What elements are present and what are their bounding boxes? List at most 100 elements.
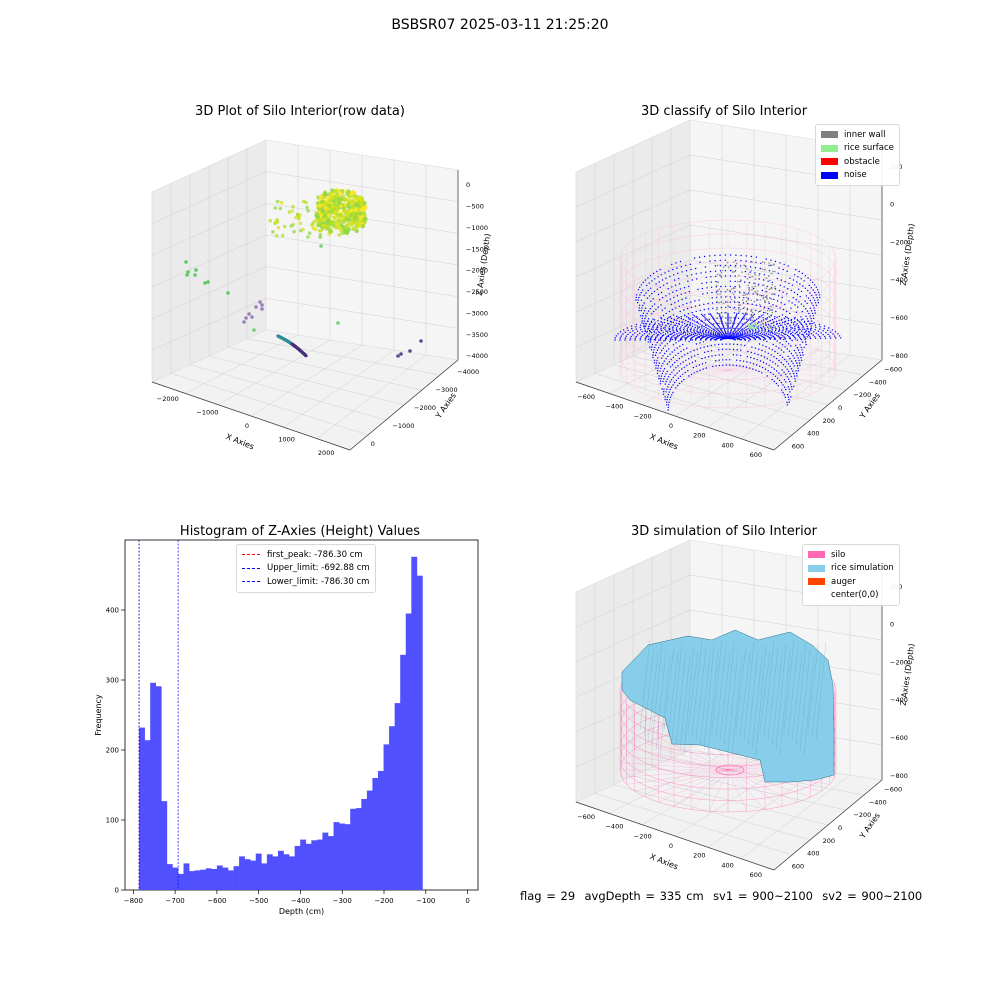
data-point	[328, 209, 332, 214]
inner-wall-point	[726, 301, 729, 303]
noise-point	[809, 292, 811, 294]
noise-point	[796, 347, 798, 349]
inner-wall-point	[771, 287, 773, 290]
noise-point	[783, 371, 785, 373]
noise-point	[763, 332, 765, 334]
surface-mesh-line	[675, 648, 687, 746]
noise-point	[669, 373, 671, 376]
silo-spoke	[727, 334, 766, 371]
noise-point	[754, 320, 756, 322]
noise-point	[812, 304, 814, 307]
histogram-bar	[194, 870, 201, 890]
inner-wall-point	[754, 282, 756, 285]
noise-point	[784, 323, 786, 326]
noise-point	[764, 301, 766, 303]
noise-point	[714, 335, 716, 337]
noise-point	[703, 328, 705, 330]
noise-point	[690, 373, 693, 376]
data-point	[274, 220, 278, 224]
noise-point	[765, 258, 767, 260]
noise-point	[715, 275, 717, 278]
noise-point	[773, 324, 775, 326]
noise-point	[801, 324, 804, 326]
noise-point	[725, 327, 727, 330]
noise-point	[804, 300, 806, 302]
noise-point	[675, 327, 678, 329]
noise-point	[787, 393, 789, 396]
noise-point	[699, 328, 702, 331]
noise-point	[721, 354, 724, 356]
noise-point	[814, 291, 816, 294]
data-point	[339, 213, 344, 218]
inner-wall-point	[764, 311, 767, 314]
noise-point	[709, 255, 711, 257]
inner-wall-point	[750, 308, 753, 311]
noise-point	[798, 270, 800, 273]
noise-point	[670, 303, 673, 306]
noise-point	[700, 272, 702, 274]
inner-wall-point	[746, 277, 749, 280]
x-tick-label: −600	[577, 813, 595, 821]
noise-point	[767, 323, 770, 326]
noise-point	[678, 334, 681, 336]
noise-point	[664, 339, 667, 341]
inner-wall-point	[718, 288, 721, 291]
data-point	[301, 199, 306, 204]
noise-point	[713, 333, 715, 336]
data-point	[351, 220, 356, 225]
noise-point	[630, 325, 633, 327]
noise-point	[676, 329, 678, 332]
inner-wall-point	[738, 323, 740, 325]
noise-point	[767, 370, 769, 372]
noise-point	[800, 359, 803, 361]
y-tick-label: 200	[106, 747, 119, 755]
noise-point	[671, 371, 673, 373]
noise-point	[671, 351, 673, 353]
inner-wall-point	[762, 326, 765, 329]
inner-wall-point	[744, 294, 746, 296]
noise-point	[807, 297, 810, 299]
noise-point	[660, 304, 662, 306]
noise-point	[722, 334, 724, 336]
noise-point	[637, 289, 640, 291]
histogram-bar	[294, 845, 301, 890]
noise-point	[667, 406, 669, 409]
noise-point	[682, 332, 684, 335]
noise-point	[763, 311, 765, 314]
noise-point	[682, 373, 684, 375]
noise-point	[794, 380, 797, 382]
noise-point	[762, 339, 765, 341]
noise-point	[669, 331, 671, 333]
noise-point	[783, 303, 786, 306]
silo-spoke	[645, 345, 729, 371]
surface-mesh-line	[655, 649, 667, 751]
noise-point	[769, 359, 771, 361]
noise-point	[758, 330, 760, 333]
noise-point	[653, 303, 656, 305]
noise-point	[649, 346, 651, 348]
noise-point	[777, 385, 779, 387]
noise-point	[813, 317, 815, 320]
inner-wall-point	[733, 300, 736, 302]
noise-point	[810, 325, 812, 327]
noise-point	[813, 322, 815, 324]
inner-wall-point	[774, 285, 776, 288]
noise-point	[750, 314, 752, 316]
noise-point	[654, 278, 656, 280]
noise-point	[675, 367, 677, 369]
noise-point	[788, 378, 790, 380]
inner-wall-point	[729, 316, 731, 319]
noise-point	[719, 264, 722, 267]
noise-point	[706, 292, 708, 294]
silo-spoke	[634, 748, 729, 771]
noise-point	[667, 386, 669, 388]
legend-swatch	[821, 171, 838, 179]
noise-point	[670, 379, 673, 381]
noise-point	[780, 349, 783, 351]
inner-wall-point	[716, 273, 719, 276]
noise-point	[730, 330, 732, 332]
legend-swatch	[808, 592, 825, 599]
noise-point	[796, 354, 798, 357]
noise-point	[686, 337, 688, 339]
noise-point	[747, 302, 749, 305]
